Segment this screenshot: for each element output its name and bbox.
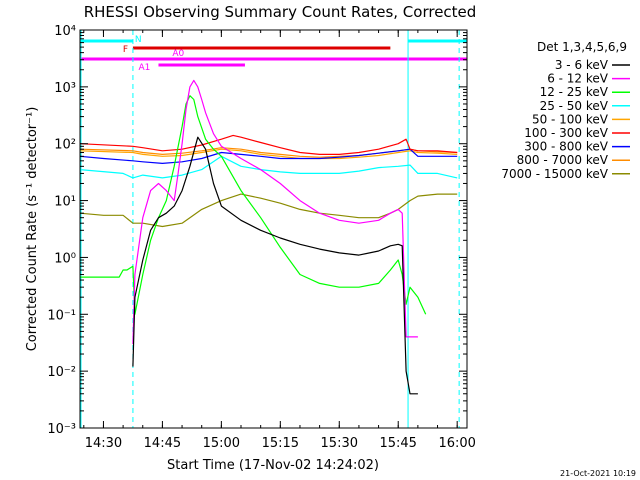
legend-label-100-300-kev: 100 - 300 keV	[524, 126, 608, 140]
legend-label-25-50-kev: 25 - 50 keV	[540, 99, 609, 113]
flag-bar-n-0	[80, 39, 133, 43]
y-axis-title: Corrected Count Rate (s⁻¹ detector⁻¹)	[25, 107, 40, 352]
chart-title: RHESSI Observing Summary Count Rates, Co…	[84, 3, 477, 21]
x-tick-label-3: 15:15	[262, 436, 299, 451]
flag-bar-n-1	[408, 39, 467, 43]
x-tick-label-1: 14:45	[144, 436, 181, 451]
flag-bar-a0-1	[211, 57, 214, 61]
y-tick-label-0: 10⁻³	[47, 422, 76, 437]
x-tick-label-5: 15:45	[379, 436, 416, 451]
y-tick-label-7: 10⁴	[54, 24, 76, 39]
series-line-300-800-kev	[79, 148, 458, 164]
legend-label-12-25-kev: 12 - 25 keV	[540, 85, 609, 99]
legend-label-6-12-kev: 6 - 12 keV	[547, 72, 609, 86]
series-line-7000-15000-kev	[79, 193, 458, 228]
flags-layer: NF A0 A1	[80, 35, 467, 73]
series-line-6-12-kev	[132, 79, 418, 345]
series-line-100-300-kev	[79, 134, 458, 155]
series-line-50-100-kev	[79, 148, 458, 160]
y-tick-label-5: 10²	[54, 138, 76, 153]
flag-bar-a0-0	[166, 57, 198, 61]
series-layer	[79, 79, 458, 395]
legend-label-3-6-kev: 3 - 6 keV	[555, 58, 609, 72]
x-axis-title: Start Time (17-Nov-02 14:24:02)	[167, 458, 379, 473]
plot-frame	[79, 29, 468, 429]
markers-layer	[80, 30, 460, 428]
series-line-25-50-kev	[79, 155, 458, 179]
legend-label-800-7000-kev: 800 - 7000 keV	[517, 153, 609, 167]
flag-bar-base-0	[80, 57, 467, 61]
flag-bar-f-0	[132, 46, 391, 50]
y-tick-label-6: 10³	[54, 81, 76, 96]
x-tick-label-6: 16:00	[438, 436, 475, 451]
x-tick-label-0: 14:30	[85, 436, 122, 451]
legend-title: Det 1,3,4,5,6,9	[537, 40, 627, 54]
y-tick-label-2: 10⁻¹	[47, 308, 76, 323]
series-line-12-25-kev	[80, 95, 427, 315]
legend-label-50-100-kev: 50 - 100 keV	[532, 112, 609, 126]
x-tick-label-2: 15:00	[203, 436, 240, 451]
y-tick-label-1: 10⁻²	[47, 365, 76, 380]
timestamp: 21-Oct-2021 10:19	[560, 469, 636, 478]
x-tick-label-4: 15:30	[321, 436, 358, 451]
flag-label-f: F	[123, 45, 128, 55]
flag-label-a1: A1	[138, 63, 150, 73]
flag-bar-a0-2	[221, 57, 224, 61]
flag-bar-a1-0	[158, 63, 245, 67]
axes-layer: 14:30 14:45 15:00 15:15 15:30 15:45 16:00 10⁻³ 1…	[47, 24, 476, 451]
series-line-3-6-kev	[132, 136, 418, 395]
y-tick-label-4: 10¹	[54, 195, 76, 210]
y-tick-label-3: 10⁰	[54, 251, 76, 266]
flag-label-a0: A0	[172, 49, 184, 59]
legend-label-300-800-kev: 300 - 800 keV	[524, 140, 608, 154]
flag-label-n: N	[135, 35, 142, 45]
legend-label-7000-15000-kev: 7000 - 15000 keV	[501, 167, 608, 181]
